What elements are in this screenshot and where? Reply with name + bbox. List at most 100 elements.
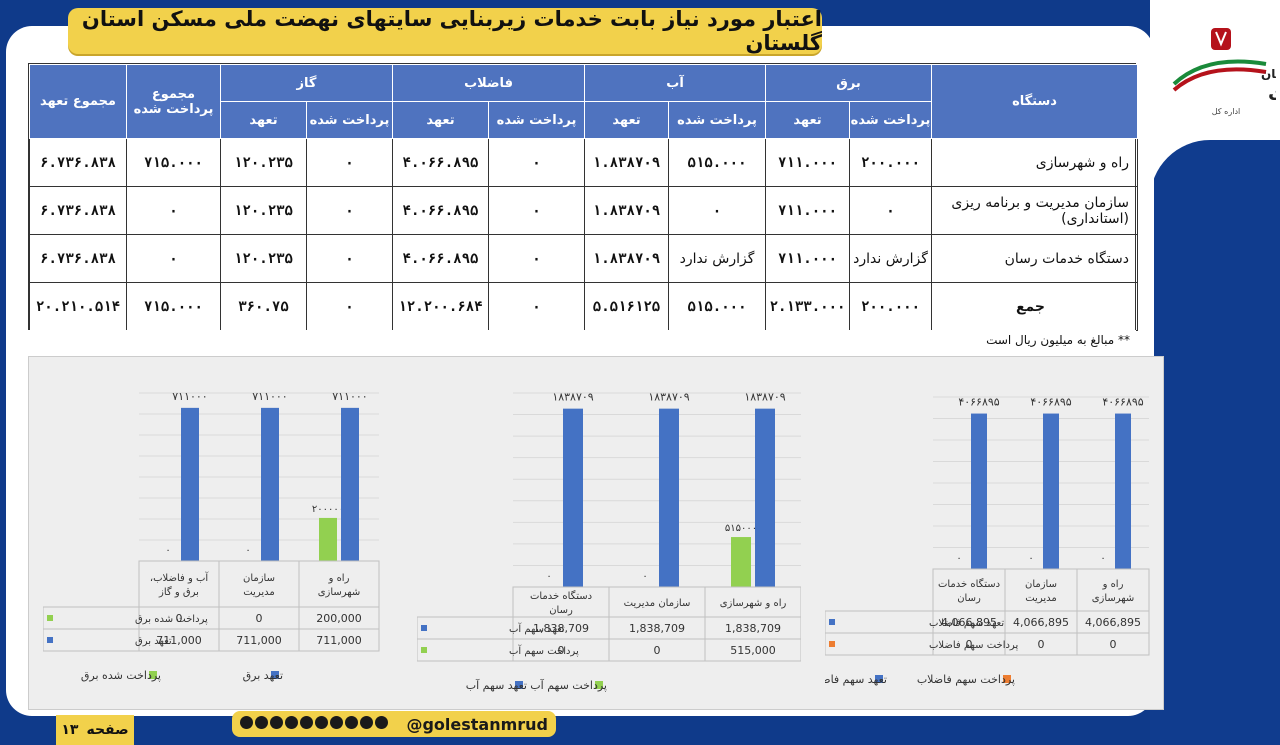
legend-swatch <box>595 681 603 689</box>
social-icon[interactable] <box>345 716 358 729</box>
category-label: مدیریت <box>1025 593 1057 604</box>
table-value: 0 <box>1110 638 1117 651</box>
cell: ۶.۷۳۶.۸۳۸ <box>29 186 127 235</box>
table-value: 0 <box>558 644 565 657</box>
row-name: دستگاه خدمات رسان <box>931 234 1139 283</box>
bar-تعهد برق <box>181 407 199 561</box>
subheader-commit: تعهد <box>584 101 670 139</box>
category-label: سازمان <box>1025 579 1057 590</box>
bar-تعهد برق <box>261 407 279 561</box>
logo-caption: اداره کل <box>1212 107 1240 116</box>
legend-label: پرداخت سهم فاضلاب <box>917 673 1015 686</box>
table-value: 1,838,709 <box>725 622 781 635</box>
cell: ۵.۵۱۶۱۲۵ <box>584 282 670 331</box>
social-icon[interactable] <box>285 716 298 729</box>
legend-swatch <box>515 681 523 689</box>
data-label: ۴۰۶۶۸۹۵ <box>1030 396 1071 409</box>
chart-bargh: ۰ ۷۱۱۰۰۰ ۰ ۷۱۱۰۰۰ ۲۰۰۰۰۰ ۷۱۱۰۰۰ آب و فاضلاب، بر… <box>43 390 380 682</box>
subheader-paid: پرداخت شده <box>488 101 586 139</box>
subheader-commit: تعهد <box>220 101 307 139</box>
cell: ۰ <box>488 282 586 331</box>
social-icon[interactable] <box>360 716 373 729</box>
cell: گزارش ندارد <box>849 234 933 283</box>
category-label: شهرسازی <box>318 587 361 598</box>
social-icon[interactable] <box>315 716 328 729</box>
cell: ۰ <box>668 186 767 235</box>
social-footer: @golestanmrud <box>232 711 556 737</box>
social-icon[interactable] <box>270 716 283 729</box>
data-label: ۴۰۶۶۸۹۵ <box>958 396 999 409</box>
cell: ۷۱۱.۰۰۰ <box>765 138 851 187</box>
data-label: ۰ <box>165 545 170 556</box>
data-label: ۱۸۳۸۷۰۹ <box>744 391 785 404</box>
page-number: صفحه ۱۳ <box>56 715 134 745</box>
social-icon[interactable] <box>330 716 343 729</box>
header-fazelab: فاضلاب <box>391 64 586 102</box>
charts-panel: ۰ ۴۰۶۶۸۹۵ ۰ ۴۰۶۶۸۹۵ ۰ ۴۰۶۶۸۹۵ دستگاه خدمات رسان… <box>28 356 1164 710</box>
table-row: سازمان مدیریت و برنامه ریزی (استانداری) … <box>29 186 1139 235</box>
category-label: سازمان <box>243 573 275 584</box>
cell: گزارش ندارد <box>668 234 767 283</box>
cell: ۱.۸۳۸۷۰۹ <box>584 138 670 187</box>
legend-label: پرداخت سهم آب <box>530 678 607 692</box>
subheader-commit: تعهد <box>391 101 490 139</box>
table-value: 4,066,895 <box>1085 616 1141 629</box>
data-label: ۷۱۱۰۰۰ <box>252 390 287 403</box>
table-value: 1,838,709 <box>533 622 589 635</box>
cell: ۱۲۰.۲۳۵ <box>220 234 307 283</box>
cell: ۷۱۱.۰۰۰ <box>765 234 851 283</box>
data-label: ۰ <box>546 571 551 582</box>
data-label: ۰ <box>245 545 250 556</box>
table-value: 711,000 <box>316 634 362 647</box>
table-value: 0 <box>176 612 183 625</box>
units-note: ** مبالغ به میلیون ریال است <box>28 330 1136 352</box>
legend-label: تعهد سهم فاضلاب <box>825 673 887 686</box>
data-label: ۷۱۱۰۰۰ <box>332 390 367 403</box>
logo-text: راه و شهرسازی <box>1268 81 1276 103</box>
cell: ۳۶۰.۷۵ <box>220 282 307 331</box>
legend-label: پرداخت شده برق <box>81 669 161 682</box>
data-label: ۰ <box>642 571 647 582</box>
cell: ۷۱۵.۰۰۰ <box>126 282 221 331</box>
cell: ۷۱۵.۰۰۰ <box>126 138 221 187</box>
series-label: تعهد سهم آب <box>509 622 565 635</box>
table-row <box>43 628 380 652</box>
table-row: دستگاه خدمات رسان گزارش ندارد ۷۱۱.۰۰۰ گز… <box>29 234 1139 283</box>
legend-swatch <box>421 625 427 631</box>
cell: ۶.۷۳۶.۸۳۸ <box>29 234 127 283</box>
cell: ۰ <box>488 138 586 187</box>
budget-table: دستگاه برق آب فاضلاب گاز مجموع پرداخت شد… <box>28 63 1139 352</box>
social-icon[interactable] <box>300 716 313 729</box>
social-icon[interactable] <box>375 716 388 729</box>
cell: ۵۱۵.۰۰۰ <box>668 282 767 331</box>
table-value: 4,066,895 <box>941 616 997 629</box>
legend-swatch <box>829 641 835 647</box>
legend-swatch <box>47 637 53 643</box>
data-label: ۱۸۳۸۷۰۹ <box>552 391 593 404</box>
table-value: 711,000 <box>236 634 282 647</box>
legend-swatch <box>271 671 279 679</box>
chart-ab: ۰ ۱۸۳۸۷۰۹ ۰ ۱۸۳۸۷۰۹ ۵۱۵۰۰۰ ۱۸۳۸۷۰۹ دستگاه خدما… <box>417 391 801 692</box>
cell: ۱۲۰.۲۳۵ <box>220 138 307 187</box>
category-label: راه و <box>328 573 350 584</box>
table-value: 4,066,895 <box>1013 616 1069 629</box>
legend-label: تعهد سهم آب <box>466 678 527 692</box>
cell: ۰ <box>849 186 933 235</box>
table-row <box>825 632 1150 656</box>
data-label: ۲۰۰۰۰۰ <box>312 504 344 515</box>
bar-تعهد سهم فاضلاب <box>1043 413 1059 569</box>
category-label: برق و گاز <box>158 586 199 598</box>
legend-swatch <box>1003 675 1011 683</box>
header-gaz: گاز <box>220 64 393 102</box>
category-label: رسان <box>549 605 573 616</box>
category-label: دستگاه خدمات <box>938 578 1000 590</box>
table-value: 0 <box>654 644 661 657</box>
data-label: ۴۰۶۶۸۹۵ <box>1102 396 1143 409</box>
cell: ۰ <box>306 234 393 283</box>
legend-swatch <box>47 615 53 621</box>
page-title: اعتبار مورد نیاز بابت خدمات زیربنایی سای… <box>68 7 822 55</box>
cell: ۰ <box>126 234 221 283</box>
social-icon[interactable] <box>255 716 268 729</box>
social-handle[interactable]: @golestanmrud <box>406 714 548 734</box>
social-icon[interactable] <box>240 716 253 729</box>
